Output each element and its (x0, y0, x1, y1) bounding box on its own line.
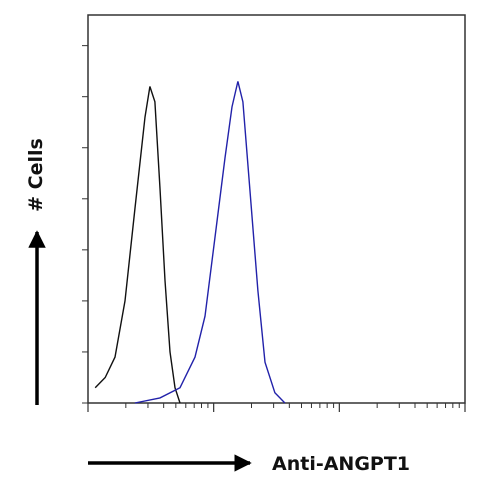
plot-frame (87, 14, 466, 404)
histogram-line (134, 81, 286, 404)
histogram-line (94, 86, 181, 404)
x-axis-label: Anti-ANGPT1 (272, 453, 410, 475)
y-axis-label: # Cells (25, 138, 47, 212)
